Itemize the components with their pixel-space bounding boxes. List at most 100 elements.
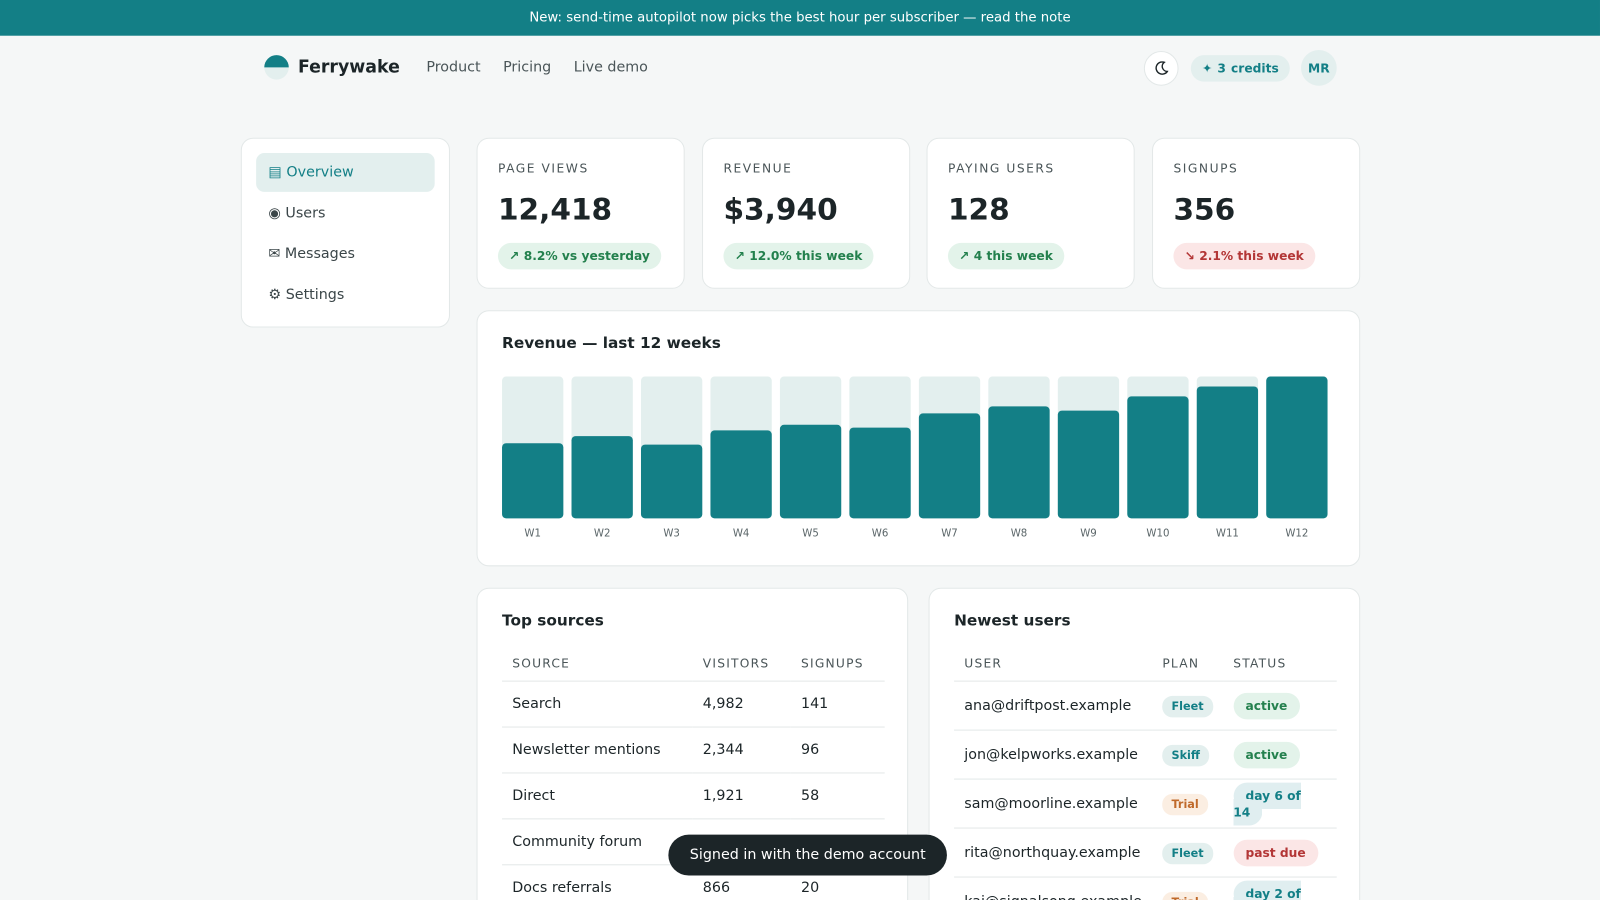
stat-label: PAGE VIEWS [497,161,589,176]
badge: Fleet [1162,842,1213,864]
badge: active [1233,692,1300,719]
badge: Trial [1162,891,1208,900]
table-row: Community forum [502,818,885,866]
users-table: USER PLAN STATUS ana@driftpost.example Fleet… [954,649,1337,900]
cell-text: Community forum [512,833,643,850]
revenue-card: Revenue — last 12 weeks W1 W2 W3 W4 W5 W6 W7 W8… [476,310,1361,567]
table-title: Newest users [954,611,1071,630]
cell: Direct [502,772,693,820]
cell: Docs referrals [502,864,693,900]
stat-card: PAGE VIEWS 12,418 ↗ 8.2% vs yesterday [476,137,685,289]
chart-title: Revenue — last 12 weeks [502,333,721,353]
cell: day 6 of 14 [1222,779,1337,829]
bar [1196,386,1259,519]
x-tick-label: W6 [872,529,889,540]
table-row: jon@kelpworks.example Skiff active [954,730,1337,780]
cell: Trial [1152,877,1223,900]
cell-text: Docs referrals [512,879,612,896]
x-tick-label: W2 [594,529,611,540]
cell: rita@northquay.example [954,828,1153,878]
bar [918,413,981,519]
cell: 58 [790,772,885,820]
bar [502,443,564,519]
label: Overview [286,164,354,181]
bar [1127,396,1189,519]
x-tick-label: W10 [1146,529,1169,540]
cell: past due [1222,828,1337,878]
x-tick-label: W7 [941,529,958,540]
bar [988,406,1050,519]
nav-link[interactable]: Pricing [503,59,552,76]
cell-text: ana@driftpost.example [964,697,1132,714]
cell-text: sam@moorline.example [964,795,1138,812]
bar [571,436,633,519]
bar [1266,376,1328,519]
stat-label: SIGNUPS [1173,161,1239,176]
credits-badge[interactable]: ✦ 3 credits [1190,55,1290,82]
sources-table: SOURCE VISITORS SIGNUPS Search 4,982 141 Newsl… [502,649,885,900]
cell-text: 20 [800,879,820,896]
cell-text: 2,344 [702,741,744,759]
cell: Skiff [1152,730,1223,780]
x-tick-label: W8 [1011,529,1028,540]
top-nav: Ferrywake Product Pricing Live demo [263,53,670,82]
cell: jon@kelpworks.example [954,730,1153,780]
toast: Signed in with the demo account [668,834,948,876]
stat-label: PAYING USERS [947,161,1055,176]
stat-value: 356 [1173,191,1236,227]
table-row: rita@northquay.example Fleet past due [954,828,1337,878]
brand[interactable]: Ferrywake [297,57,400,78]
x-tick-label: W9 [1080,529,1097,540]
cell-text: Newsletter mentions [512,741,661,759]
cell: Search [502,681,693,728]
column-header: USER [954,649,1153,682]
table-row: ana@driftpost.example Fleet active [954,681,1337,731]
sidebar-item[interactable]: ◉ Users [268,205,326,222]
table-row: Newsletter mentions 2,344 96 [502,727,885,774]
avatar[interactable]: MR [1301,49,1337,86]
cell-text: Search [512,695,562,713]
nav-link[interactable]: Product [426,59,481,76]
cell: 96 [790,727,885,774]
sidebar-item[interactable]: ✉ Messages [268,245,355,263]
table-row: Direct 1,921 58 [502,772,885,820]
x-tick-label: W1 [524,529,541,540]
credits-count: 3 [1217,61,1226,76]
nav-link[interactable]: Live demo [573,59,648,76]
cell-text: jon@kelpworks.example [964,746,1138,763]
cell: kai@signalsong.example [954,877,1153,900]
theme-toggle[interactable] [1143,51,1179,86]
sidebar-item[interactable]: ⚙ Settings [268,286,345,304]
cell: day 2 of 14 [1222,877,1337,900]
header-row: SOURCE VISITORS SIGNUPS [502,649,885,682]
badge: past due [1233,839,1318,866]
credits-label: credits [1231,61,1279,76]
stat-card: PAYING USERS 128 ↗ 4 this week [926,137,1135,289]
delta-text: 12.0% this week [749,248,863,264]
bar [640,444,703,519]
cell: active [1222,681,1337,731]
bar [710,430,772,519]
bar-chart: W1 W2 W3 W4 W5 W6 W7 W8 W9 W10 W11 W12 [502,376,1328,540]
bar [1057,410,1120,519]
stat-value: $3,940 [723,191,838,227]
newest-users-card: Newest users USER PLAN STATUS ana@driftpost… [928,587,1361,900]
announcement-banner[interactable]: New: send-time autopilot now picks the b… [0,0,1600,36]
stat-delta: ↗ 12.0% this week [723,242,874,270]
x-tick-label: W5 [802,529,819,540]
stat-card: REVENUE $3,940 ↗ 12.0% this week [702,137,911,289]
label: Settings [285,286,345,304]
delta-text: 2.1% this week [1199,248,1304,264]
cell-text: kai@signalsong.example [964,893,1142,900]
column-header: PLAN [1152,649,1223,682]
stat-delta: ↘ 2.1% this week [1173,242,1316,270]
column-header: SOURCE [502,649,693,682]
x-tick-label: W12 [1285,529,1308,540]
x-tick-label: W4 [733,529,750,540]
table-row: sam@moorline.example Trial day 6 of 14 [954,779,1337,829]
cell: sam@moorline.example [954,779,1153,829]
cell: Fleet [1152,681,1223,731]
sidebar-item[interactable]: ▤ Overview [256,153,435,192]
stat-delta: ↗ 4 this week [947,242,1065,270]
